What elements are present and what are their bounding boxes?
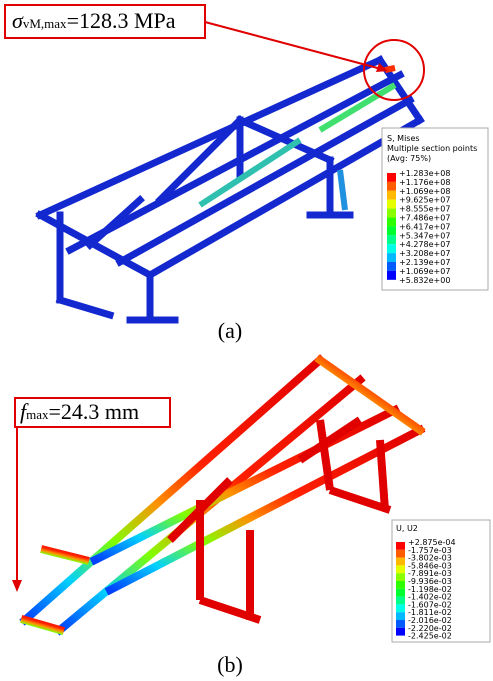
- legend-title: S, Mises: [387, 134, 420, 143]
- legend-swatch: [396, 604, 405, 612]
- legend-label: +6.417e+07: [399, 222, 450, 231]
- legend-title: Multiple section points: [387, 144, 477, 153]
- legend-label: +9.625e+07: [399, 196, 450, 205]
- legend-label: +1.069e+08: [399, 187, 450, 196]
- legend-label: +1.176e+08: [399, 178, 450, 187]
- arrow: [205, 22, 385, 70]
- legend-title: (Avg: 75%): [387, 154, 431, 163]
- caption: (b): [217, 652, 243, 677]
- legend-swatch: [387, 209, 396, 218]
- arrow-head: [12, 580, 22, 592]
- legend-swatch: [387, 253, 396, 262]
- legend-label: +8.555e+07: [399, 205, 450, 214]
- legend-label: +5.347e+07: [399, 231, 450, 240]
- legend-label: +1.069e+07: [399, 267, 450, 276]
- legend-label: +3.208e+07: [399, 249, 450, 258]
- legend-swatch: [396, 581, 405, 589]
- legend-label: +1.283e+08: [399, 169, 450, 178]
- legend-swatch: [396, 628, 405, 636]
- legend-label: +5.832e+00: [399, 276, 450, 285]
- legend-label: -2.425e-02: [408, 632, 452, 641]
- subscript: max: [26, 407, 49, 422]
- legend-title: U, U2: [396, 524, 418, 533]
- legend-swatch: [387, 235, 396, 244]
- legend-swatch: [396, 612, 405, 620]
- legend-swatch: [387, 226, 396, 235]
- structure-a: [40, 60, 420, 320]
- legend-swatch: [387, 262, 396, 271]
- legend-swatch: [387, 173, 396, 182]
- legend-swatch: [396, 565, 405, 573]
- legend-label: +7.486e+07: [399, 214, 450, 223]
- legend-swatch: [396, 620, 405, 628]
- legend-swatch: [396, 573, 405, 581]
- legend-swatch: [396, 597, 405, 605]
- legend-swatch: [387, 271, 396, 280]
- legend-swatch: [396, 550, 405, 558]
- legend-swatch: [387, 218, 396, 227]
- legend-swatch: [387, 244, 396, 253]
- legend-swatch: [396, 542, 405, 550]
- figure: σvM,max=128.3 MPa S, MisesMultiple secti…: [0, 0, 493, 681]
- legend-swatch: [396, 558, 405, 566]
- subscript: vM,max: [23, 16, 67, 31]
- legend-swatch: [396, 589, 405, 597]
- caption: (a): [218, 318, 242, 343]
- legend-swatch: [387, 182, 396, 191]
- legend-label: +2.139e+07: [399, 258, 450, 267]
- legend-label: +4.278e+07: [399, 240, 450, 249]
- annotation-text: =24.3 mm: [49, 399, 140, 424]
- legend-swatch: [387, 200, 396, 209]
- page: {"panel_a": { "annotation": {"symbol": "…: [0, 0, 493, 681]
- legend: U, U2+2.875e-04-1.757e-03-3.802e-03-5.84…: [392, 520, 490, 642]
- annotation-text: =128.3 MPa: [67, 8, 176, 33]
- legend-swatch: [387, 191, 396, 200]
